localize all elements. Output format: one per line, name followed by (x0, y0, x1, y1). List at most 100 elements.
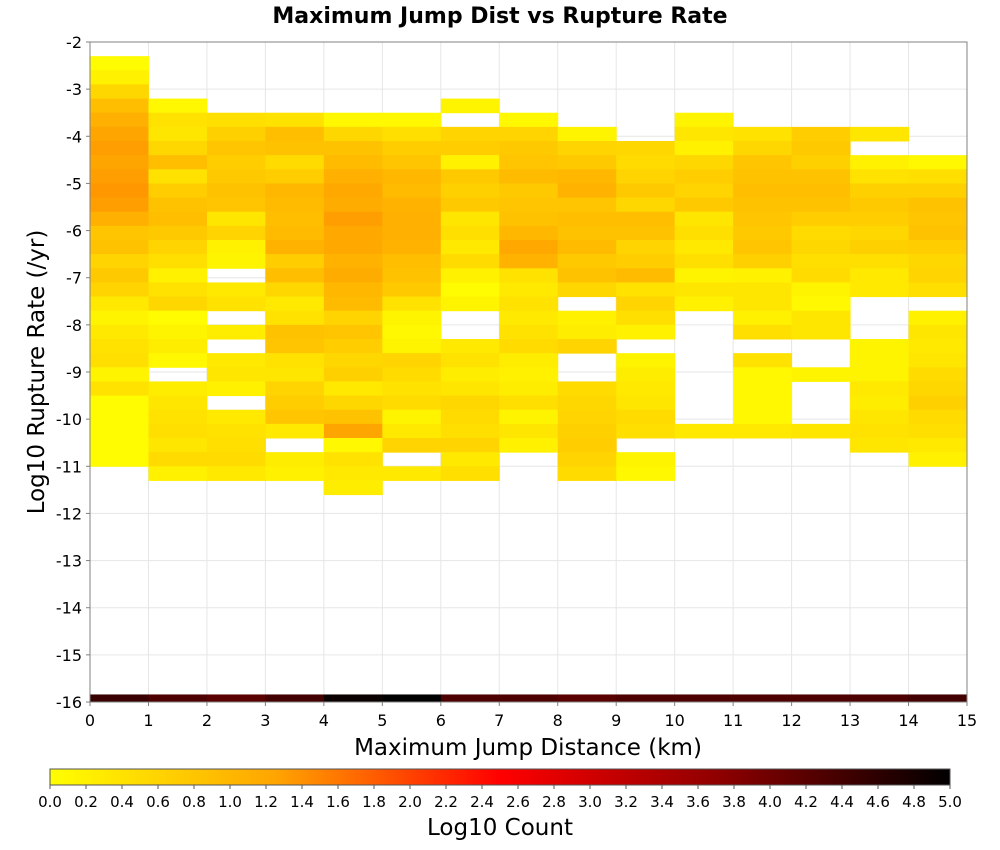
heatmap-cell (90, 56, 149, 71)
heatmap-cell (323, 112, 383, 128)
heatmap-cell (850, 339, 910, 354)
colorbar-tick-label: 3.0 (578, 793, 602, 811)
heatmap-cell (90, 155, 149, 170)
heatmap-cell (616, 155, 676, 170)
heatmap-cell (382, 353, 442, 368)
heatmap-cell (850, 254, 910, 269)
heatmap-cell (382, 381, 442, 397)
heatmap-cell (674, 211, 734, 227)
heatmap-cell (148, 296, 208, 312)
heatmap-cell (733, 240, 793, 255)
colorbar-tick-label: 1.4 (290, 793, 314, 811)
heatmap-cell (557, 169, 617, 184)
heatmap-cell (733, 225, 793, 241)
heatmap-cell (557, 155, 617, 170)
heatmap-cell (90, 438, 149, 453)
heatmap-cell (791, 282, 851, 298)
heatmap-cell (499, 112, 559, 128)
colorbar-tick-label: 5.0 (938, 793, 962, 811)
heatmap-cell (850, 423, 910, 439)
heatmap-cell (382, 240, 442, 255)
heatmap-cell (90, 395, 149, 411)
heatmap-cell (616, 169, 676, 184)
heatmap-cell (499, 438, 559, 453)
heatmap-cell (616, 197, 676, 213)
heatmap-cell (323, 268, 383, 283)
total-count-cell (557, 694, 617, 702)
heatmap-cell (674, 225, 734, 241)
heatmap-cell (206, 381, 266, 397)
heatmap-cell (382, 112, 442, 128)
colorbar-tick-label: 1.6 (326, 793, 350, 811)
heatmap-cell (908, 395, 968, 411)
heatmap-cell (733, 254, 793, 269)
heatmap-cell (850, 225, 910, 241)
heatmap-cell (148, 409, 208, 425)
heatmap-cell (382, 211, 442, 227)
heatmap-cell (323, 211, 383, 227)
heatmap-cell (674, 183, 734, 199)
heatmap-cell (265, 409, 325, 425)
x-tick-label: 5 (377, 711, 387, 730)
heatmap-cell (206, 183, 266, 199)
heatmap-cell (148, 268, 208, 283)
heatmap-cell (850, 211, 910, 227)
y-tick-label: -16 (56, 693, 82, 712)
heatmap-cell (733, 310, 793, 326)
heatmap-cell (791, 141, 851, 156)
y-tick-label: -13 (56, 552, 82, 571)
heatmap-cell (733, 197, 793, 213)
heatmap-cell (323, 141, 383, 156)
heatmap-cell (499, 254, 559, 269)
heatmap-cell (206, 452, 266, 467)
heatmap-cell (557, 225, 617, 241)
y-tick-label: -6 (66, 222, 82, 241)
total-count-cell (382, 694, 442, 702)
total-count-cell (733, 694, 793, 702)
heatmap-cell (148, 438, 208, 453)
heatmap-cell (323, 282, 383, 298)
heatmap-cell (382, 409, 442, 425)
x-axis-ticks: 0 1 2 3 4 5 6 7 8 9 10 11 12 13 14 15 (85, 702, 977, 730)
total-count-cell (323, 694, 383, 702)
heatmap-cell (206, 169, 266, 184)
heatmap-cell (557, 395, 617, 411)
heatmap-cell (499, 409, 559, 425)
heatmap-cell (557, 126, 617, 142)
heatmap-cell (382, 126, 442, 142)
heatmap-cell (499, 141, 559, 156)
heatmap-cell (382, 141, 442, 156)
heatmap-cell (90, 112, 149, 128)
heatmap-cell (499, 310, 559, 326)
heatmap-cell (674, 169, 734, 184)
heatmap-cell (148, 423, 208, 439)
heatmap-cell (908, 211, 968, 227)
heatmap-cell (323, 466, 383, 481)
heatmap-cell (323, 183, 383, 199)
y-tick-label: -4 (66, 127, 82, 146)
heatmap-cell (440, 339, 500, 354)
heatmap-cell (206, 141, 266, 156)
heatmap-cell (499, 324, 559, 340)
heatmap-cell (499, 240, 559, 255)
heatmap-cell (908, 353, 968, 368)
heatmap-cell (148, 126, 208, 142)
heatmap-cell (791, 268, 851, 283)
heatmap-cell (850, 169, 910, 184)
heatmap-cell (382, 169, 442, 184)
heatmap-cell (440, 395, 500, 411)
total-count-strip (90, 694, 968, 702)
x-tick-label: 14 (898, 711, 918, 730)
heatmap-cell (206, 367, 266, 382)
heatmap-cell (908, 254, 968, 269)
total-count-cell (791, 694, 851, 702)
colorbar-tick-label: 2.6 (506, 793, 530, 811)
heatmap-cell (382, 324, 442, 340)
heatmap-cell (265, 211, 325, 227)
heatmap-cell (148, 197, 208, 213)
heatmap-cell (206, 254, 266, 269)
heatmap-cell (148, 155, 208, 170)
heatmap-cell (791, 296, 851, 312)
heatmap-cell (265, 141, 325, 156)
